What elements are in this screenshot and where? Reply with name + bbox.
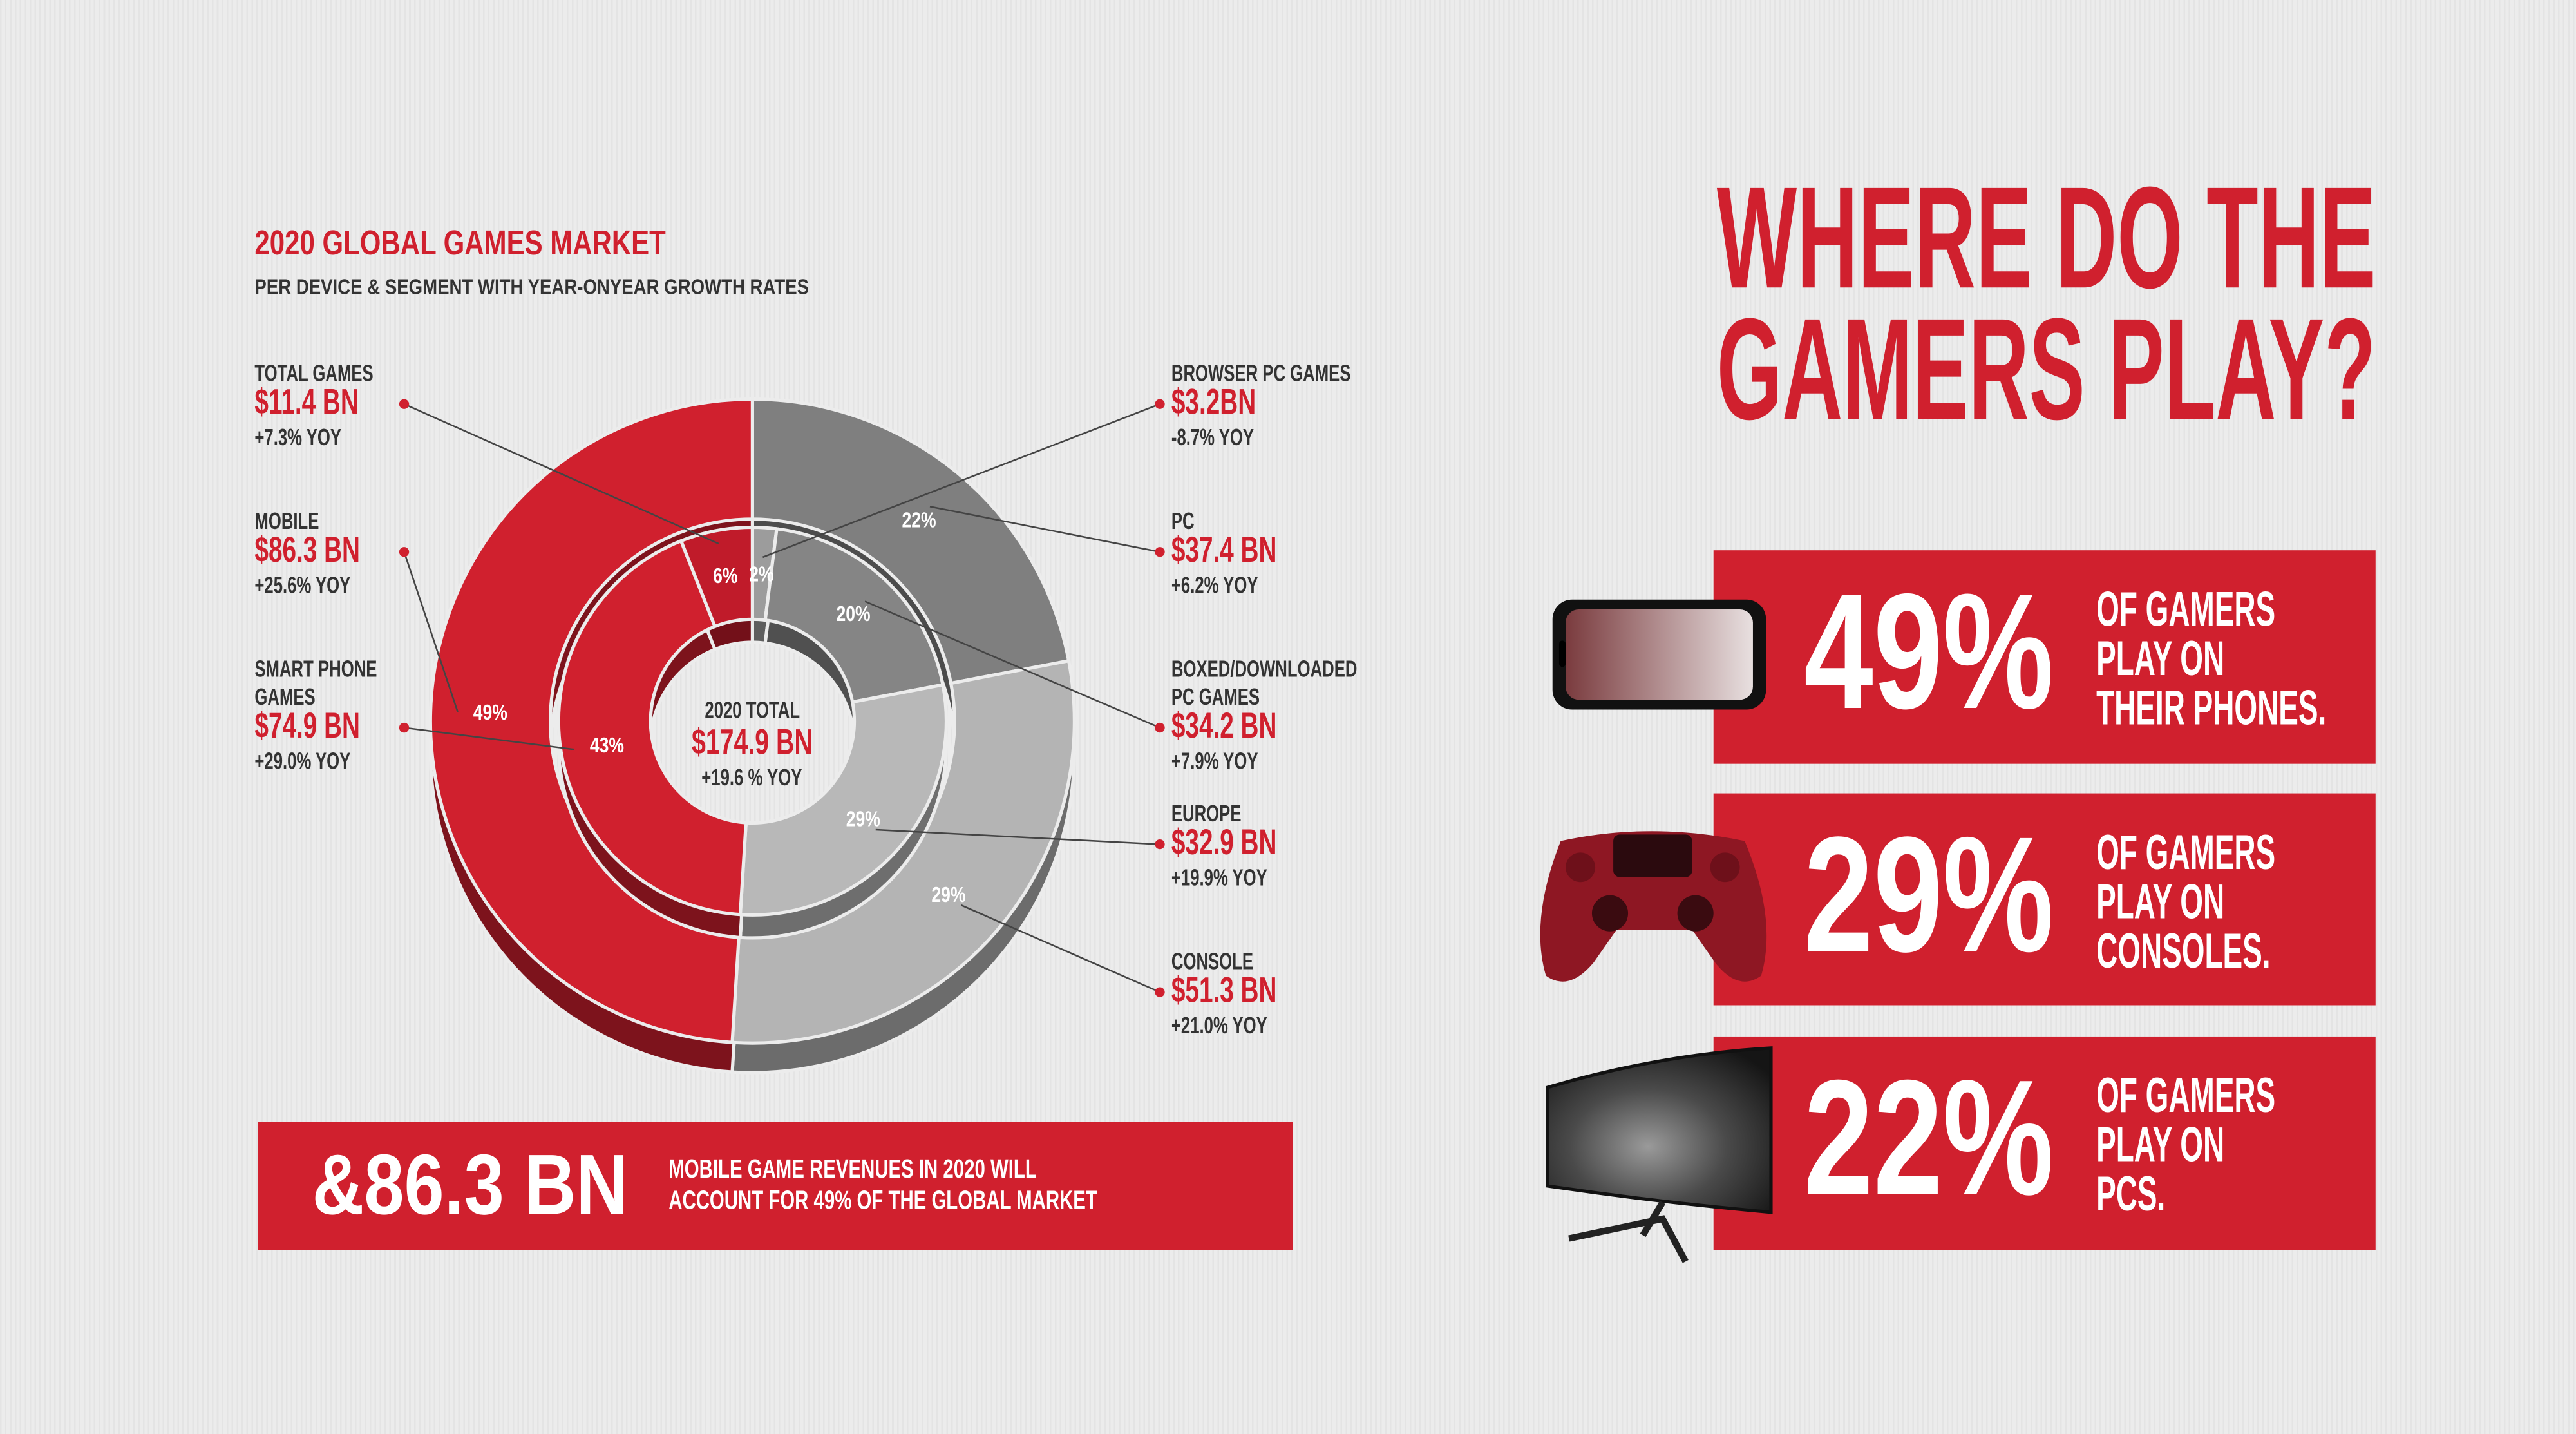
stat-text: OF GAMERS xyxy=(2096,583,2276,638)
leader-dot xyxy=(1155,722,1165,733)
leader-dot xyxy=(1155,399,1165,409)
stat-box xyxy=(1713,793,2376,1006)
slice-label: 22% xyxy=(902,506,937,532)
controller-icon xyxy=(1540,831,1767,982)
phone-icon xyxy=(1552,599,1766,710)
leader-dot xyxy=(399,399,410,409)
callout-growth: +25.6% YOY xyxy=(254,571,351,598)
callout-amount: $34.2 BN xyxy=(1171,704,1277,746)
callout-label: PC xyxy=(1171,507,1195,534)
callout-growth: +19.9% YOY xyxy=(1171,864,1267,891)
slice-label: 6% xyxy=(712,563,737,589)
slice-label: 2% xyxy=(749,561,774,586)
slice-label: 49% xyxy=(473,700,508,725)
callout-amount: $37.4 BN xyxy=(1171,529,1277,570)
leader-line xyxy=(961,904,1160,993)
stat-text: PCS. xyxy=(2096,1167,2166,1223)
slice-label: 29% xyxy=(932,882,967,907)
callout-label: BOXED/DOWNLOADED PC GAMES xyxy=(1171,655,1358,710)
leader-line xyxy=(762,403,1160,559)
headline: WHERE DO THE xyxy=(1716,156,2376,319)
callout-growth: -8.7% YOY xyxy=(1171,423,1255,450)
stat-text: THEIR PHONES. xyxy=(2096,682,2327,736)
slice-label: 43% xyxy=(589,732,624,757)
leader-dot xyxy=(399,547,410,557)
center-amount: $174.9 BN xyxy=(692,721,813,763)
callout-growth: +7.3% YOY xyxy=(254,423,342,450)
callout-label: EUROPE xyxy=(1171,799,1242,827)
callout-amount: $86.3 BN xyxy=(254,529,361,570)
slice xyxy=(556,539,748,917)
center-label: 2020 TOTAL xyxy=(705,696,800,723)
callout-growth: +6.2% YOY xyxy=(1171,571,1258,598)
slice xyxy=(763,527,945,704)
leader-dot xyxy=(1155,547,1165,557)
slice-label: 29% xyxy=(846,807,881,832)
leader-line xyxy=(404,403,719,545)
callout-amount: $51.3 BN xyxy=(1171,969,1277,1011)
leader-line xyxy=(404,727,574,750)
banner-text: ACCOUNT FOR 49% OF THE GLOBAL MARKET xyxy=(668,1187,1097,1216)
stat-text: OF GAMERS xyxy=(2096,1069,2276,1124)
callout-growth: +21.0% YOY xyxy=(1171,1011,1267,1038)
stat-text: PLAY ON xyxy=(2096,875,2225,930)
callout-label: TOTAL GAMES xyxy=(254,359,374,387)
leader-line xyxy=(929,506,1160,553)
stat-text: OF GAMERS xyxy=(2096,826,2276,881)
banner-box xyxy=(258,1122,1293,1250)
leader-line xyxy=(403,551,459,712)
stat-text: PLAY ON xyxy=(2096,632,2225,687)
stat-value: 29% xyxy=(1804,803,2054,988)
slice xyxy=(679,525,754,629)
leader-line xyxy=(864,600,1160,729)
leader-dot xyxy=(1155,839,1165,850)
slice xyxy=(738,683,948,917)
stat-value: 49% xyxy=(1804,560,2054,745)
callout-growth: +29.0% YOY xyxy=(254,747,351,774)
leader-dot xyxy=(1155,987,1165,997)
leader-dot xyxy=(399,722,410,733)
chart-subtitle: PER DEVICE & SEGMENT WITH YEAR-ONYEAR GR… xyxy=(254,274,810,300)
leader-line xyxy=(875,828,1160,845)
headline: GAMERS PLAY? xyxy=(1716,287,2376,450)
stat-value: 22% xyxy=(1804,1046,2054,1230)
chart-title: 2020 GLOBAL GAMES MARKET xyxy=(254,225,666,263)
callout-label: CONSOLE xyxy=(1171,948,1254,975)
banner-text: MOBILE GAME REVENUES IN 2020 WILL xyxy=(668,1156,1037,1185)
callout-amount: $74.9 BN xyxy=(254,704,361,746)
callout-label: SMART PHONE GAMES xyxy=(254,655,377,710)
slice xyxy=(750,397,1071,685)
callout-growth: +7.9% YOY xyxy=(1171,747,1258,774)
callout-label: BROWSER PC GAMES xyxy=(1171,359,1351,387)
stat-text: PLAY ON xyxy=(2096,1118,2225,1173)
center-growth: +19.6 % YOY xyxy=(702,763,803,790)
monitor-icon xyxy=(1546,1046,1773,1263)
callout-amount: $3.2BN xyxy=(1171,381,1256,423)
slice-label: 20% xyxy=(836,600,871,626)
stat-box xyxy=(1713,550,2376,764)
banner-value: &86.3 BN xyxy=(312,1138,629,1234)
callout-amount: $32.9 BN xyxy=(1171,821,1277,863)
callout-amount: $11.4 BN xyxy=(254,381,359,423)
stat-text: CONSOLES. xyxy=(2096,924,2271,979)
callout-label: MOBILE xyxy=(254,507,319,534)
stat-box xyxy=(1713,1036,2376,1250)
